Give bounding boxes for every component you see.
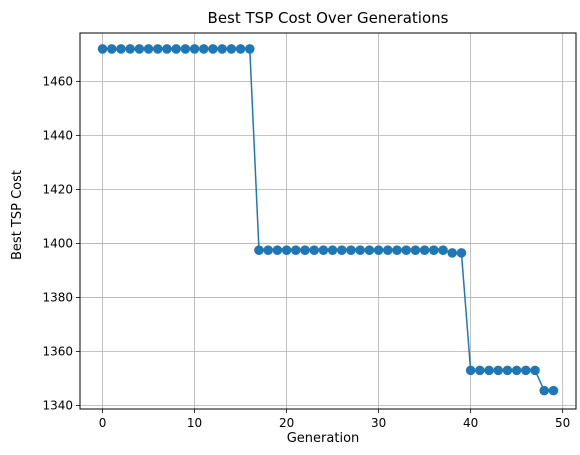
data-point (346, 245, 356, 255)
data-point (364, 245, 375, 255)
data-point (438, 245, 448, 255)
series-line-group (97, 44, 559, 396)
data-point (465, 365, 476, 376)
y-tick-label: 1380 (42, 290, 73, 304)
data-point (521, 365, 531, 376)
data-point (152, 44, 163, 54)
data-point (511, 365, 522, 376)
x-axis-ticks: 0 10 20 30 40 50 (99, 409, 570, 430)
data-point (493, 365, 504, 376)
data-point (180, 44, 191, 54)
data-point (429, 245, 439, 255)
x-axis-label: Generation (287, 431, 360, 446)
data-point (217, 44, 227, 54)
data-point (355, 245, 366, 255)
y-tick-label: 1420 (42, 182, 73, 196)
data-point (539, 385, 550, 396)
data-point (373, 245, 384, 255)
data-point (162, 44, 172, 54)
data-point (143, 44, 154, 54)
data-point (290, 245, 301, 255)
data-point (447, 248, 458, 258)
data-point (502, 365, 513, 376)
data-point (244, 44, 255, 54)
y-tick-label: 1460 (42, 74, 73, 88)
data-point (235, 44, 246, 54)
x-tick-label: 20 (279, 416, 294, 430)
data-point (254, 245, 264, 255)
data-point (171, 44, 181, 54)
data-point (125, 44, 135, 54)
data-point (318, 245, 329, 255)
x-tick-label: 40 (463, 416, 478, 430)
data-point (327, 245, 338, 255)
grid (80, 33, 576, 409)
data-point (281, 245, 292, 255)
data-point (337, 245, 347, 255)
data-point (272, 245, 283, 255)
data-point (97, 44, 108, 54)
x-tick-label: 50 (555, 416, 570, 430)
data-point (263, 245, 273, 255)
data-point (208, 44, 218, 54)
chart-title: Best TSP Cost Over Generations (208, 9, 449, 27)
x-tick-label: 10 (187, 416, 202, 430)
data-point (530, 365, 540, 376)
data-point (484, 365, 494, 376)
y-tick-label: 1440 (42, 128, 73, 142)
data-point (106, 44, 117, 54)
data-point (392, 245, 402, 255)
data-point (226, 44, 237, 54)
y-tick-label: 1400 (42, 236, 73, 250)
x-tick-label: 30 (371, 416, 386, 430)
y-tick-label: 1360 (42, 344, 73, 358)
data-point (198, 44, 209, 54)
data-point (309, 245, 319, 255)
data-point (410, 245, 421, 255)
data-point (116, 44, 126, 54)
x-tick-label: 0 (99, 416, 107, 430)
data-point (189, 44, 200, 54)
data-point (548, 385, 559, 396)
data-point (383, 245, 393, 255)
y-axis-label: Best TSP Cost (10, 170, 25, 260)
data-point (401, 245, 412, 255)
data-point (456, 248, 467, 258)
data-point (300, 245, 310, 255)
y-axis-ticks: 1340 1360 1380 1400 1420 1440 1460 (42, 74, 80, 412)
data-point (475, 365, 485, 376)
y-tick-label: 1340 (42, 398, 73, 412)
data-point (419, 245, 430, 255)
plot-frame (79, 32, 577, 410)
data-point (134, 44, 145, 54)
